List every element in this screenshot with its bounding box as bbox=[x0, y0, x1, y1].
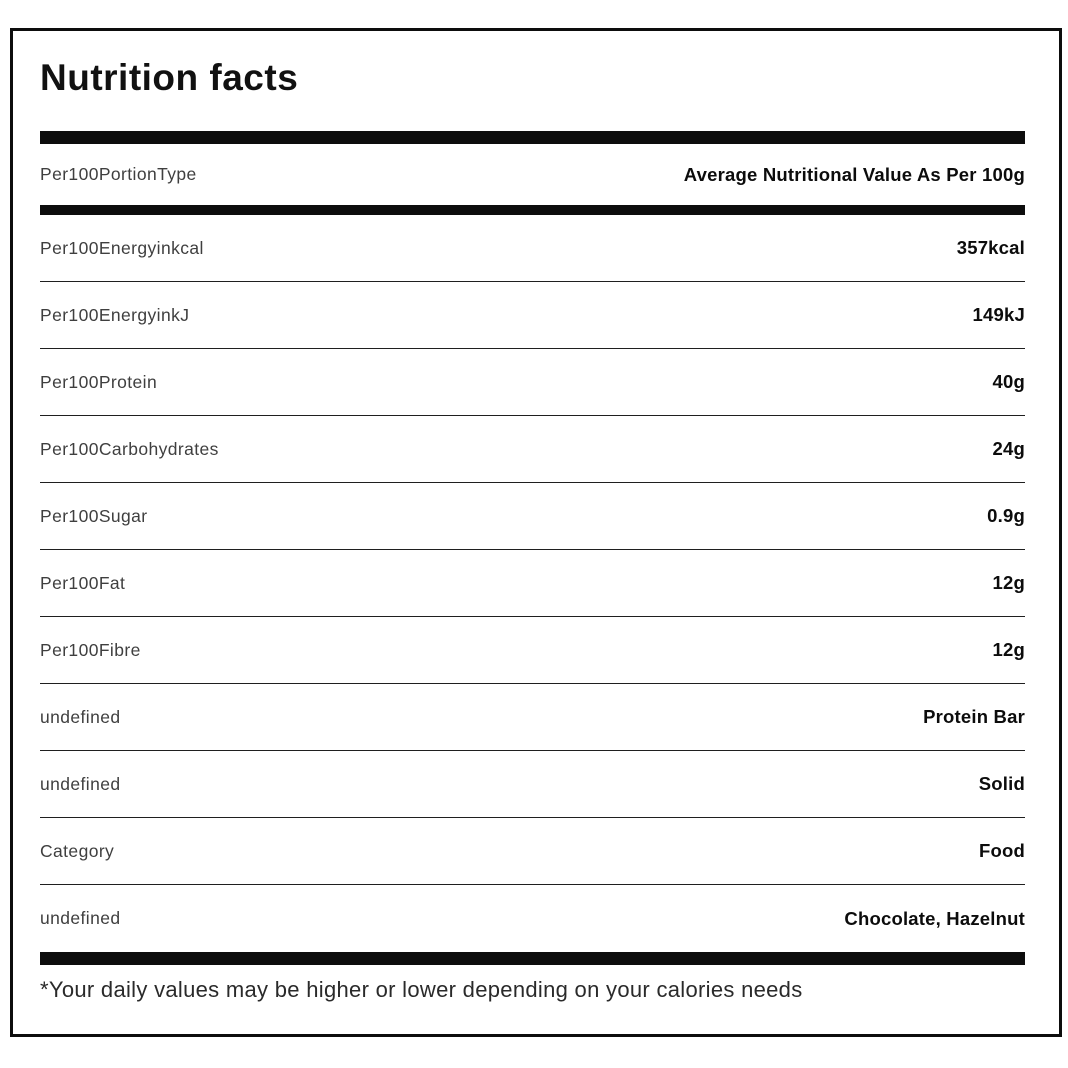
row-value: 12g bbox=[992, 572, 1025, 593]
row-label: Category bbox=[40, 840, 115, 861]
row-value: 149kJ bbox=[972, 304, 1025, 325]
table-row-product-name: undefined Protein Bar bbox=[40, 684, 1025, 751]
header-row-value: Average Nutritional Value As Per 100g bbox=[683, 163, 1025, 185]
row-value: Food bbox=[978, 840, 1025, 861]
row-label: Per100Fat bbox=[40, 572, 126, 593]
row-value: 0.9g bbox=[987, 505, 1025, 526]
row-value: 12g bbox=[992, 639, 1025, 660]
divider-thick-under-header bbox=[40, 205, 1025, 215]
divider-thick-top bbox=[40, 131, 1025, 144]
table-row-protein: Per100Protein 40g bbox=[40, 349, 1025, 416]
header-row-label: Per100PortionType bbox=[40, 164, 197, 184]
row-value: 357kcal bbox=[956, 237, 1025, 258]
table-row-sugar: Per100Sugar 0.9g bbox=[40, 483, 1025, 550]
row-label: Per100Carbohydrates bbox=[40, 438, 219, 459]
row-value: 24g bbox=[992, 438, 1025, 459]
row-value: 40g bbox=[992, 371, 1025, 392]
row-value: Solid bbox=[978, 773, 1025, 794]
row-label: undefined bbox=[40, 773, 121, 794]
nutrition-rows: Per100Energyinkcal 357kcal Per100Energyi… bbox=[40, 215, 1025, 952]
row-label: Per100EnergyinkJ bbox=[40, 304, 190, 325]
row-label: Per100Sugar bbox=[40, 505, 148, 526]
row-label: Per100Fibre bbox=[40, 639, 141, 660]
row-value: Protein Bar bbox=[923, 706, 1025, 727]
row-value: Chocolate, Hazelnut bbox=[844, 907, 1025, 929]
table-row-energy-kcal: Per100Energyinkcal 357kcal bbox=[40, 215, 1025, 282]
table-row-carbohydrates: Per100Carbohydrates 24g bbox=[40, 416, 1025, 483]
table-row-fibre: Per100Fibre 12g bbox=[40, 617, 1025, 684]
table-row-flavour: undefined Chocolate, Hazelnut bbox=[40, 885, 1025, 952]
row-label: Per100Protein bbox=[40, 371, 158, 392]
table-row-form: undefined Solid bbox=[40, 751, 1025, 818]
row-label: undefined bbox=[40, 706, 121, 727]
page-title: Nutrition facts bbox=[40, 57, 299, 98]
footnote: *Your daily values may be higher or lowe… bbox=[40, 977, 803, 1002]
table-row-category: Category Food bbox=[40, 818, 1025, 885]
nutrition-facts-card: Nutrition facts Per100PortionType Averag… bbox=[10, 28, 1062, 1037]
row-label: Per100Energyinkcal bbox=[40, 237, 204, 258]
table-row-fat: Per100Fat 12g bbox=[40, 550, 1025, 617]
table-header-row: Per100PortionType Average Nutritional Va… bbox=[40, 144, 1025, 205]
table-row-energy-kj: Per100EnergyinkJ 149kJ bbox=[40, 282, 1025, 349]
row-label: undefined bbox=[40, 908, 121, 928]
divider-thick-bottom bbox=[40, 952, 1025, 965]
